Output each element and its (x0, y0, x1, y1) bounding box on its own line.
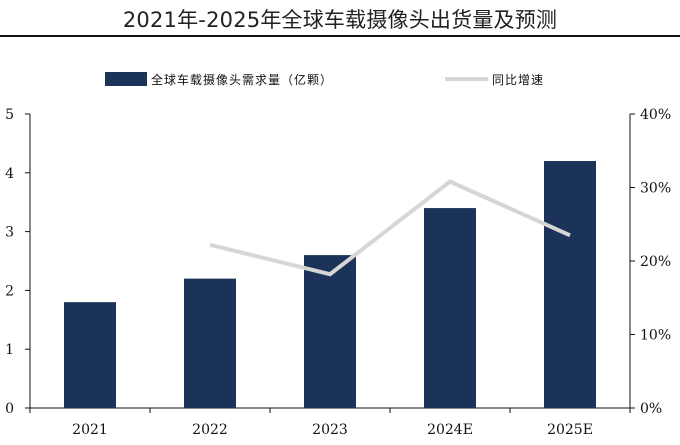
left-tick-label: 2 (5, 283, 14, 299)
right-tick-label: 20% (640, 254, 671, 270)
right-tick-label: 10% (640, 328, 671, 344)
x-tick-label: 2023 (312, 422, 348, 438)
bar (64, 302, 116, 408)
legend: 全球车载摄像头需求量（亿颗） 同比增速 (105, 72, 544, 87)
right-tick-label: 40% (640, 107, 671, 123)
legend-line-label: 同比增速 (492, 73, 544, 87)
left-tick-label: 5 (5, 107, 14, 123)
bar (424, 208, 476, 408)
left-tick-label: 4 (5, 166, 14, 182)
x-tick-label: 2021 (72, 422, 108, 438)
left-tick-label: 3 (5, 225, 14, 241)
bar (184, 278, 236, 408)
left-tick-label: 0 (5, 401, 14, 417)
chart-title: 2021年-2025年全球车载摄像头出货量及预测 (122, 8, 558, 32)
title-divider (0, 35, 680, 37)
x-tick-label: 2025E (547, 422, 593, 438)
x-tick-label: 2024E (427, 422, 473, 438)
legend-bar-swatch (105, 72, 147, 86)
right-tick-label: 30% (640, 181, 671, 197)
bar (304, 255, 356, 408)
right-tick-label: 0% (640, 401, 662, 417)
x-tick-label: 2022 (192, 422, 228, 438)
growth-line (209, 179, 571, 277)
bar (544, 161, 596, 408)
left-tick-label: 1 (5, 342, 14, 358)
legend-bar-label: 全球车载摄像头需求量（亿颗） (151, 72, 333, 87)
plot-area: 0 1 2 3 4 5 0% 10% 20% 30% 40% 2021 2022 2023 2024E 202… (5, 107, 671, 438)
